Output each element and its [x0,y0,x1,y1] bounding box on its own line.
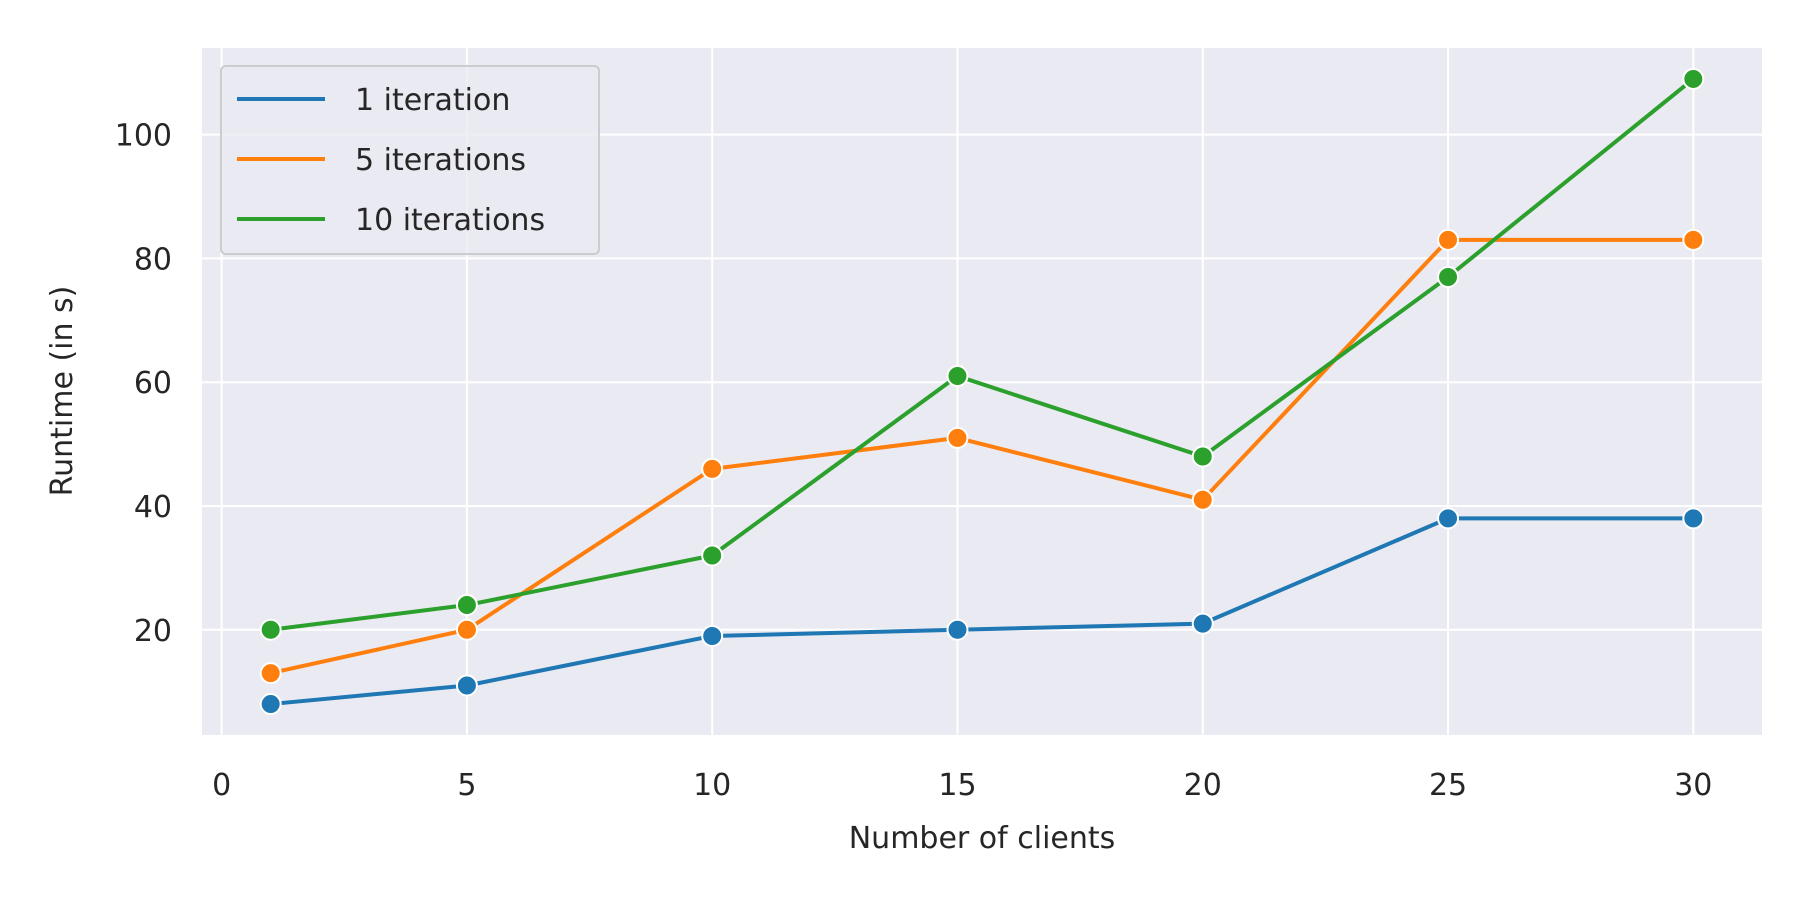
data-point [1191,488,1214,511]
data-point [946,365,969,388]
data-point [455,674,478,697]
x-tick-label: 0 [212,768,231,803]
legend-frame [220,65,600,255]
x-tick-label: 25 [1429,768,1467,803]
x-axis-label: Number of clients [849,821,1116,856]
x-tick-label: 20 [1184,768,1222,803]
data-point [455,594,478,617]
data-point [1191,445,1214,468]
data-point [701,457,724,480]
data-point [1437,507,1460,530]
data-point [701,624,724,647]
x-tick-label: 30 [1674,768,1712,803]
data-point [1682,67,1705,90]
data-point [259,618,282,641]
legend-label: 5 iterations [355,143,526,178]
x-tick-label: 10 [693,768,731,803]
data-point [701,544,724,567]
x-tick-labels: 0 5 10 15 20 25 30 [212,768,1712,803]
x-tick-label: 5 [457,768,476,803]
data-point [1682,228,1705,251]
data-point [946,426,969,449]
legend-label: 10 iterations [355,203,545,238]
series-1-iteration [259,507,1705,716]
legend-label: 1 iteration [355,83,510,118]
data-point [1191,612,1214,635]
y-tick-label: 100 [115,119,172,154]
series-10-iterations [259,67,1705,641]
y-tick-labels: 20 40 60 80 100 [115,119,172,649]
series-group [259,67,1705,716]
y-tick-label: 80 [134,242,172,277]
y-tick-label: 40 [134,490,172,525]
data-point [259,693,282,716]
series-5-iterations [259,228,1705,685]
data-point [455,618,478,641]
y-tick-label: 20 [134,614,172,649]
data-point [946,618,969,641]
data-point [1437,228,1460,251]
x-tick-label: 15 [938,768,976,803]
y-tick-label: 60 [134,366,172,401]
data-point [1437,266,1460,288]
data-point [1682,507,1705,530]
y-axis-label: Runtime (in s) [45,286,80,497]
legend: 1 iteration 5 iterations 10 iterations [220,65,600,255]
data-point [259,662,282,685]
